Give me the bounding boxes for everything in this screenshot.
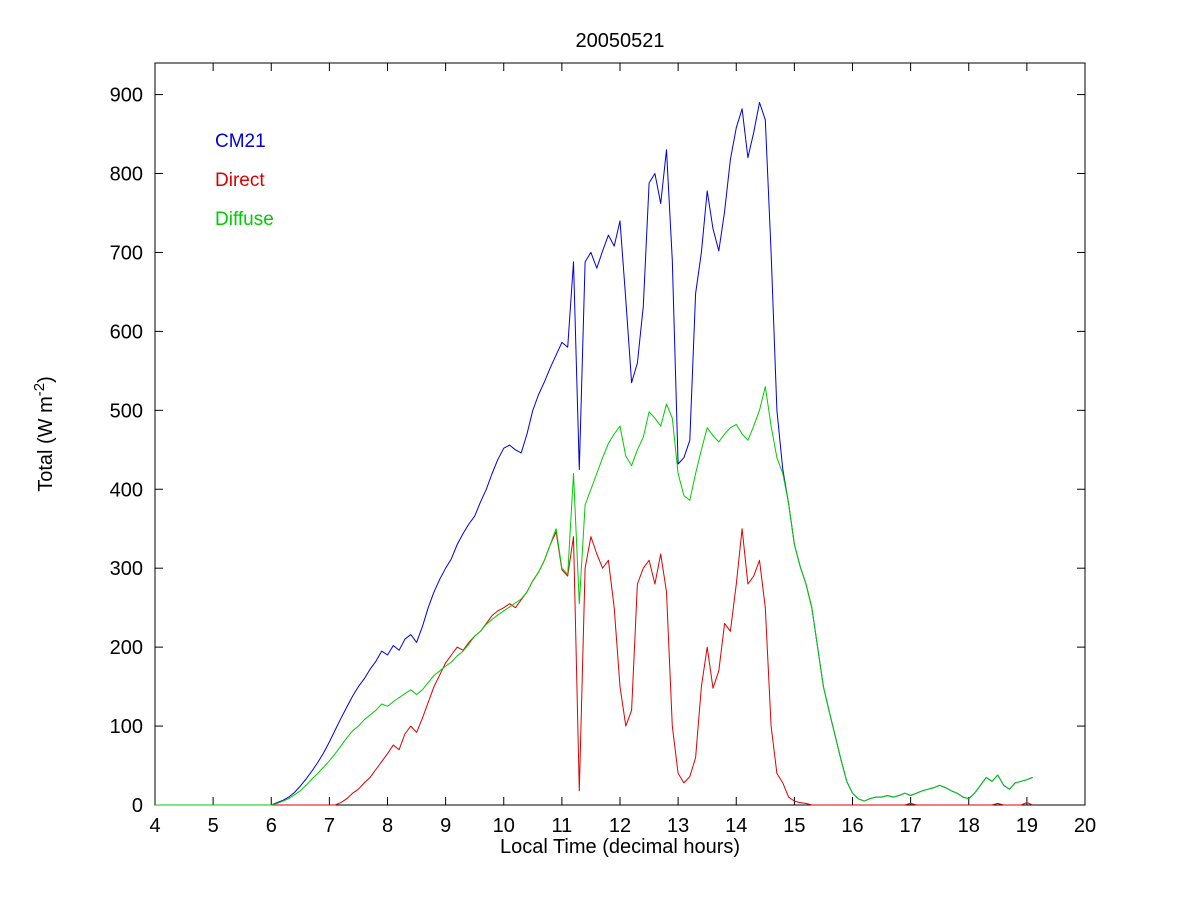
x-tick-label: 6: [266, 815, 277, 837]
y-tick-label: 500: [110, 400, 143, 422]
y-tick-label: 800: [110, 164, 143, 186]
y-tick-label: 300: [110, 558, 143, 580]
legend: CM21 Direct Diffuse: [215, 122, 274, 239]
x-tick-label: 11: [551, 815, 572, 837]
x-tick-label: 9: [440, 815, 451, 837]
y-tick-label: 600: [110, 321, 143, 343]
y-tick-label: 700: [110, 242, 143, 264]
x-tick-label: 18: [958, 815, 980, 837]
y-axis-label: Total (W m-2): [31, 376, 57, 492]
x-tick-label: 13: [667, 815, 689, 837]
x-tick-label: 12: [609, 815, 631, 837]
x-tick-label: 4: [149, 815, 160, 837]
series-line-direct: [155, 528, 1033, 806]
x-tick-label: 10: [493, 815, 515, 837]
x-tick-label: 19: [1016, 815, 1038, 837]
plot-title: 20050521: [575, 30, 665, 52]
x-tick-label: 5: [208, 815, 219, 837]
y-tick-label: 200: [110, 637, 143, 659]
series-line-diffuse: [155, 386, 1033, 806]
x-tick-label: 17: [900, 815, 922, 837]
x-tick-label: 16: [841, 815, 863, 837]
y-tick-label: 400: [110, 479, 143, 501]
x-tick-label: 7: [324, 815, 335, 837]
x-axis-label: Local Time (decimal hours): [499, 836, 741, 858]
y-tick-label: 0: [132, 795, 143, 817]
x-tick-label: 8: [382, 815, 393, 837]
y-tick-label: 900: [110, 85, 143, 107]
x-tick-label: 15: [783, 815, 805, 837]
x-tick-label: 14: [725, 815, 747, 837]
legend-label-diffuse: Diffuse: [215, 209, 274, 230]
legend-label-cm21: CM21: [215, 131, 266, 152]
legend-label-direct: Direct: [215, 170, 265, 191]
axes-box: [154, 62, 1086, 806]
y-tick-label: 100: [110, 716, 143, 738]
x-tick-label: 20: [1074, 815, 1096, 837]
